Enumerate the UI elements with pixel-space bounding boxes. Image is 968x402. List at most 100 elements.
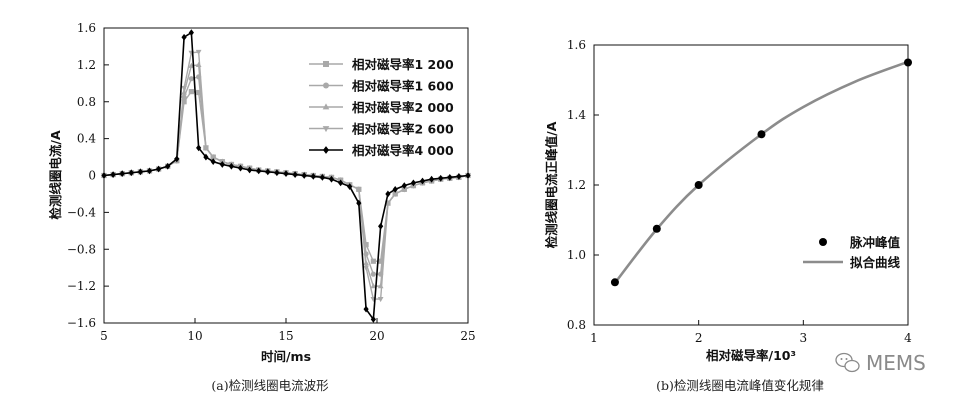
data-point bbox=[146, 167, 153, 175]
legend-marker bbox=[323, 82, 329, 89]
data-point bbox=[328, 175, 335, 183]
legend-marker bbox=[322, 103, 330, 110]
y-tick-label: 1.2 bbox=[77, 58, 96, 72]
data-point bbox=[456, 173, 462, 180]
y-tick-label: −1.2 bbox=[67, 279, 96, 293]
chart-b-x-ticks: 1 2 3 4 bbox=[590, 320, 912, 345]
data-point bbox=[119, 170, 125, 178]
data-point bbox=[301, 172, 307, 179]
legend-marker bbox=[323, 61, 329, 67]
data-point bbox=[410, 179, 416, 187]
x-tick-label: 3 bbox=[800, 331, 808, 345]
data-point bbox=[438, 174, 444, 182]
data-point bbox=[363, 305, 369, 313]
y-tick-label: 0.8 bbox=[77, 95, 96, 109]
data-point bbox=[363, 265, 369, 271]
chart-b-series bbox=[610, 58, 912, 287]
data-point bbox=[228, 162, 234, 170]
data-point bbox=[465, 172, 471, 179]
legend-item: 相对磁导率2 600 bbox=[309, 122, 454, 137]
data-point bbox=[401, 187, 408, 193]
x-tick-label: 10 bbox=[187, 329, 202, 343]
legend-label: 相对磁导率2 000 bbox=[352, 100, 454, 115]
y-tick-label: 0 bbox=[88, 169, 96, 183]
data-point bbox=[356, 199, 362, 207]
data-point bbox=[319, 173, 325, 181]
chart-a: 1.61.20.80.40−0.4−0.8−1.2−1.6 5 10 15 20 25 … bbox=[48, 21, 476, 393]
data-point bbox=[392, 191, 399, 198]
data-point bbox=[196, 144, 202, 152]
data-point bbox=[429, 175, 435, 183]
data-point bbox=[165, 162, 171, 170]
data-point bbox=[247, 166, 253, 174]
chart-a-y-axis-label: 检测线圈电流/A bbox=[48, 130, 63, 220]
series-5 bbox=[101, 29, 471, 323]
y-tick-label: 1.6 bbox=[77, 21, 96, 35]
peak-point bbox=[610, 278, 619, 287]
data-point bbox=[101, 172, 107, 179]
legend-label: 相对磁导率1 600 bbox=[352, 79, 454, 94]
data-point bbox=[283, 170, 289, 178]
y-tick-label: 1.4 bbox=[567, 108, 586, 122]
data-point bbox=[196, 89, 202, 96]
legend-marker bbox=[819, 238, 827, 246]
legend-item: 相对磁导率1 200 bbox=[309, 57, 454, 72]
data-point bbox=[203, 153, 209, 161]
legend-item: 相对磁导率2 000 bbox=[309, 100, 454, 115]
y-tick-label: −1.6 bbox=[67, 316, 96, 330]
data-point bbox=[392, 185, 398, 193]
y-tick-label: −0.4 bbox=[67, 205, 97, 219]
data-point bbox=[370, 271, 376, 277]
legend-item: 相对磁导率4 000 bbox=[309, 143, 454, 158]
legend-label: 拟合曲线 bbox=[850, 255, 901, 270]
data-point bbox=[347, 183, 353, 190]
data-point bbox=[203, 145, 209, 151]
x-tick-label: 5 bbox=[100, 329, 108, 343]
chart-a-caption: (a)检测线圈电流波形 bbox=[211, 378, 329, 393]
data-point bbox=[419, 177, 426, 185]
data-point bbox=[274, 169, 280, 177]
x-tick-label: 2 bbox=[695, 331, 703, 345]
legend-label: 相对磁导率2 600 bbox=[352, 122, 454, 137]
chart-b-plot-frame bbox=[593, 44, 909, 326]
data-point bbox=[181, 85, 187, 92]
peak-point bbox=[694, 181, 703, 189]
data-point bbox=[195, 49, 202, 56]
legend-label: 相对磁导率4 000 bbox=[352, 143, 454, 158]
x-tick-label: 15 bbox=[278, 329, 293, 343]
watermark: MEMS bbox=[835, 351, 926, 375]
data-point bbox=[355, 187, 362, 193]
data-point bbox=[377, 296, 384, 303]
y-tick-label: 0.4 bbox=[77, 132, 96, 146]
data-point bbox=[188, 89, 194, 95]
wechat-icon bbox=[835, 352, 860, 373]
data-point bbox=[447, 173, 453, 181]
data-point bbox=[338, 179, 344, 187]
chart-a-x-ticks: 5 10 15 20 25 bbox=[100, 318, 476, 343]
chart-b-x-axis-label: 相对磁导率/10³ bbox=[706, 348, 796, 363]
data-point bbox=[370, 315, 376, 323]
legend-label: 脉冲峰值 bbox=[849, 235, 901, 250]
x-tick-label: 4 bbox=[904, 331, 912, 345]
data-point bbox=[219, 161, 225, 168]
data-point bbox=[378, 222, 384, 230]
data-point bbox=[265, 168, 271, 176]
data-point bbox=[188, 76, 194, 82]
data-point bbox=[256, 167, 262, 175]
legend-marker bbox=[323, 146, 329, 154]
data-point bbox=[174, 155, 180, 163]
chart-a-series bbox=[101, 29, 471, 323]
data-point bbox=[210, 158, 216, 166]
peak-point bbox=[757, 130, 766, 139]
data-point bbox=[385, 190, 391, 198]
y-tick-label: 1.0 bbox=[567, 248, 586, 262]
legend-item: 拟合曲线 bbox=[803, 255, 901, 270]
data-point bbox=[401, 182, 407, 190]
x-tick-label: 1 bbox=[590, 331, 598, 345]
data-point bbox=[188, 29, 194, 36]
y-tick-label: 0.8 bbox=[567, 318, 586, 332]
chart-a-legend: 相对磁导率1 200 相对磁导率1 600 相对磁导率2 000 相对磁导率2 600… bbox=[309, 57, 454, 158]
